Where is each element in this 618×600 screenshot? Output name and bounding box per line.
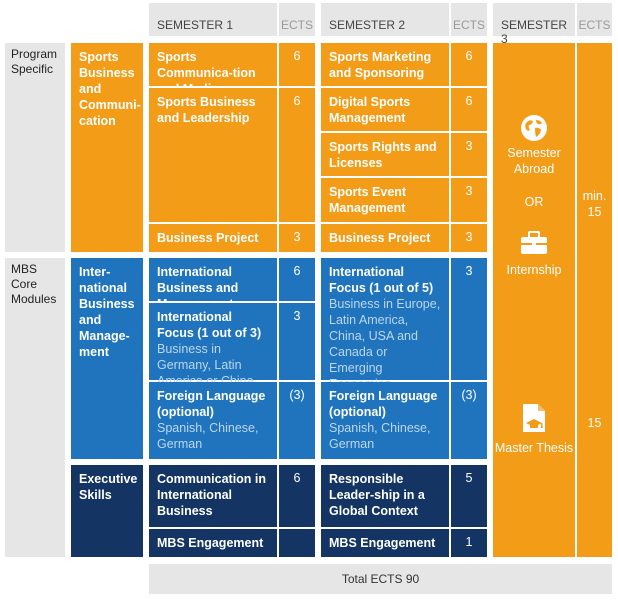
row-label-program-specific: Program Specific	[5, 43, 65, 252]
module-foreign-language-1: Foreign Language (optional) Spanish, Chi…	[149, 382, 277, 459]
ects-value: 3	[451, 258, 487, 380]
module-mbs-engagement-1: MBS Engagement	[149, 529, 277, 557]
module-business-project-1: Business Project	[149, 224, 277, 252]
row-label-mbs-core: MBS Core Modules	[5, 258, 65, 557]
ects-value: min. 15	[582, 189, 607, 219]
master-thesis-label: Master Thesis	[494, 441, 574, 455]
ects-value: 1	[451, 529, 487, 557]
ects-value: 3	[279, 303, 315, 380]
ects-value: (3)	[279, 382, 315, 459]
globe-icon	[521, 115, 547, 141]
category-international-business: Inter-national Business and Manage-ment	[71, 258, 143, 459]
header-ects-1: ECTS	[279, 3, 315, 36]
module-sports-business-leadership: Sports Business and Leadership	[149, 88, 277, 222]
module-communication-international-business: Communication in International Business	[149, 465, 277, 527]
module-subtitle: Business in Europe, Latin America, China…	[329, 297, 441, 391]
module-responsible-leadership: Responsible Leader-ship in a Global Cont…	[321, 465, 449, 527]
ects-value	[279, 529, 315, 557]
category-executive-skills: Executive Skills	[71, 465, 143, 557]
module-international-business-management: International Business and Management	[149, 258, 277, 311]
semester-3-ects-block: min. 15 15	[577, 43, 612, 557]
module-business-project-2: Business Project	[321, 224, 449, 252]
ects-value: 6	[279, 88, 315, 222]
ects-value: 6	[451, 88, 487, 131]
ects-value: (3)	[451, 382, 487, 459]
total-ects: Total ECTS 90	[149, 564, 612, 594]
ects-value: 3	[451, 133, 487, 176]
module-subtitle: Spanish, Chinese, German	[157, 421, 259, 451]
module-subtitle: Spanish, Chinese, German	[329, 421, 431, 451]
module-sports-rights-licenses: Sports Rights and Licenses	[321, 133, 449, 176]
module-title: International Focus (1 out of 3)	[157, 310, 262, 340]
header-ects-3: ECTS	[577, 3, 612, 36]
module-sports-event-management: Sports Event Management	[321, 178, 449, 222]
ects-value: 5	[451, 465, 487, 527]
module-international-focus-1: International Focus (1 out of 3) Busines…	[149, 303, 277, 388]
briefcase-icon	[521, 231, 547, 254]
ects-value: 6	[279, 43, 315, 86]
or-label: OR	[524, 195, 544, 209]
header-ects-2: ECTS	[451, 3, 487, 36]
module-title: International Focus (1 out of 5)	[329, 265, 434, 295]
ects-value: 3	[451, 178, 487, 222]
module-title: Foreign Language (optional)	[329, 389, 438, 419]
module-digital-sports-management: Digital Sports Management	[321, 88, 449, 131]
semester-3-block: Semester Abroad OR Internship Master The…	[493, 43, 575, 557]
module-international-focus-2: International Focus (1 out of 5) Busines…	[321, 258, 449, 391]
ects-value: 15	[587, 416, 602, 430]
internship-label: Internship	[506, 263, 562, 277]
header-semester-3: SEMESTER 3	[493, 3, 575, 46]
ects-value: 6	[279, 258, 315, 301]
module-sports-marketing-sponsoring: Sports Marketing and Sponsoring	[321, 43, 449, 86]
header-semester-2: SEMESTER 2	[321, 3, 449, 36]
ects-value: 6	[279, 465, 315, 527]
module-sports-communication-media: Sports Communica-tion and Media	[149, 43, 277, 96]
ects-value: 6	[451, 43, 487, 86]
module-foreign-language-2: Foreign Language (optional) Spanish, Chi…	[321, 382, 449, 459]
semester-abroad-label: Semester Abroad	[507, 146, 561, 176]
header-semester-1: SEMESTER 1	[149, 3, 277, 36]
thesis-document-icon	[523, 404, 545, 432]
module-title: Foreign Language (optional)	[157, 389, 266, 419]
module-mbs-engagement-2: MBS Engagement	[321, 529, 449, 557]
ects-value: 3	[451, 224, 487, 252]
category-sports-business: Sports Business and Communi-cation	[71, 43, 143, 252]
ects-value: 3	[279, 224, 315, 252]
